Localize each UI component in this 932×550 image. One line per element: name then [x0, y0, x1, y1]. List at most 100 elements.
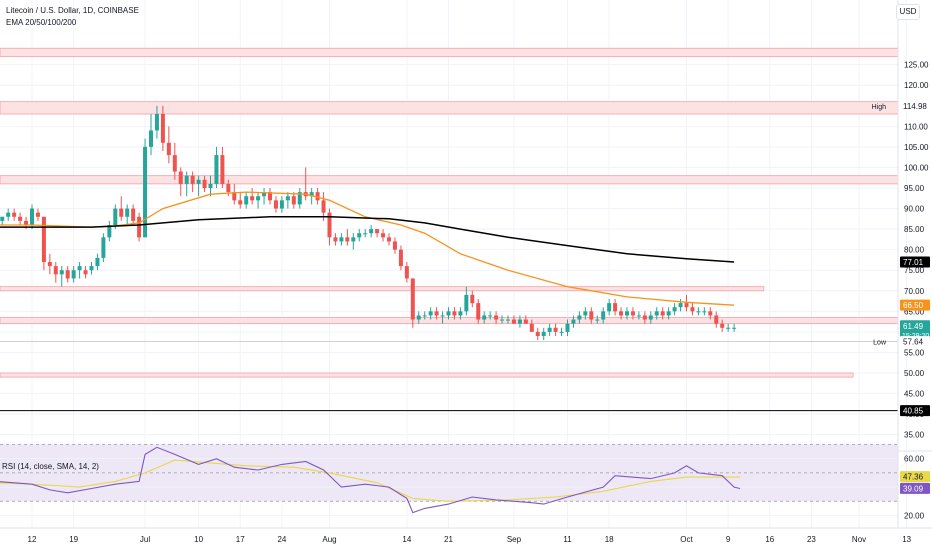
price-axis-tick-label: 70.00: [904, 287, 925, 296]
price-label-text: 114.98: [903, 102, 927, 111]
candle-body: [119, 208, 124, 217]
candle: [53, 262, 58, 283]
candle: [720, 319, 725, 332]
price-label-tag: Low: [873, 340, 887, 347]
candle-body: [672, 307, 677, 312]
candle-body: [59, 270, 64, 275]
price-label-bg: [900, 100, 930, 112]
currency-button[interactable]: USD: [896, 4, 920, 20]
candle-body: [506, 319, 510, 321]
candle-body: [143, 146, 148, 238]
candle: [410, 278, 415, 328]
candle-body: [273, 200, 278, 209]
candle-body: [589, 311, 594, 320]
price-axis-tick-label: 100.00: [904, 163, 929, 172]
rsi-value-label-text: 39.09: [903, 484, 924, 493]
candle-body: [601, 311, 606, 320]
rsi-line: [0, 446, 741, 514]
candle: [327, 208, 332, 246]
candle-body: [83, 270, 88, 275]
candle-body: [327, 212, 332, 238]
candle: [18, 212, 23, 225]
candle: [708, 307, 713, 320]
candle: [458, 307, 463, 320]
candle: [464, 286, 469, 316]
zone-box: [0, 286, 765, 292]
candle-body: [47, 262, 52, 267]
candle: [297, 188, 302, 209]
candle-body: [24, 220, 29, 225]
price-axis-tick-label: 95.00: [904, 184, 925, 193]
price-label-bg: [900, 336, 930, 348]
candle-body: [71, 270, 76, 279]
candle-body: [262, 192, 267, 197]
candle: [678, 299, 683, 312]
candle: [375, 229, 380, 238]
candle-body: [101, 237, 106, 258]
candle-body: [404, 266, 409, 279]
time-axis-tick-label: 13: [902, 535, 911, 544]
candle: [416, 311, 421, 324]
candle-body: [41, 216, 46, 262]
candle-body: [660, 311, 665, 316]
candle-body: [345, 237, 350, 242]
candle: [482, 311, 487, 324]
candle: [184, 171, 189, 197]
zone-box: [0, 47, 898, 57]
price-label-bg: [900, 320, 930, 341]
candle-body: [125, 208, 130, 217]
rsi-value-label: 39.09: [900, 482, 930, 494]
rsi-value-label-text: 47.36: [903, 473, 924, 482]
candle-body: [541, 331, 546, 336]
candle: [553, 323, 558, 336]
candle-body: [714, 315, 719, 324]
time-axis-tick-label: 14: [402, 535, 411, 544]
rsi-value-label-bg: [900, 471, 930, 483]
candle-body: [250, 196, 255, 201]
candle-body: [708, 311, 713, 316]
time-axis-tick-label: 16: [765, 535, 774, 544]
price-label-text: 66.50: [903, 301, 924, 310]
candle-body: [630, 311, 635, 316]
candle-body: [6, 212, 11, 217]
candle-body: [696, 311, 701, 313]
ema-indicator-label[interactable]: EMA 20/50/100/200: [6, 18, 77, 27]
candle: [577, 311, 582, 324]
candle: [559, 327, 564, 336]
candle-body: [488, 315, 493, 317]
candle-body: [369, 229, 374, 234]
candle: [333, 233, 338, 246]
candle: [12, 208, 17, 221]
candle: [732, 323, 737, 332]
candle-body: [613, 303, 618, 312]
rsi-indicator-label[interactable]: RSI (14, close, SMA, 14, 2): [2, 462, 99, 471]
candle: [387, 233, 391, 246]
candle: [154, 105, 159, 139]
candle-body: [565, 323, 570, 332]
candle: [392, 237, 397, 254]
time-axis-tick-label: Jul: [140, 535, 150, 544]
time-axis-tick-label: 19: [69, 535, 78, 544]
candle-body: [684, 303, 689, 308]
time-axis-tick-label: Sep: [507, 535, 522, 544]
candle-body: [500, 319, 505, 321]
candle-body: [726, 327, 731, 329]
candle: [565, 319, 570, 336]
candle: [660, 307, 665, 320]
price-axis-tick-label: 55.00: [904, 348, 925, 357]
rsi-band-fill: [0, 444, 898, 502]
candle-body: [482, 315, 487, 320]
candle: [0, 216, 5, 225]
candle-body: [315, 192, 320, 201]
candle: [654, 307, 659, 320]
candle: [262, 188, 267, 205]
price-axis-tick-label: 85.00: [904, 225, 925, 234]
zone-box: [0, 317, 898, 325]
candle: [595, 315, 600, 324]
price-axis-tick-label: 80.00: [904, 246, 925, 255]
candle-body: [416, 315, 421, 320]
candle-body: [363, 233, 368, 235]
candle-body: [160, 114, 165, 143]
candle-body: [619, 311, 624, 316]
